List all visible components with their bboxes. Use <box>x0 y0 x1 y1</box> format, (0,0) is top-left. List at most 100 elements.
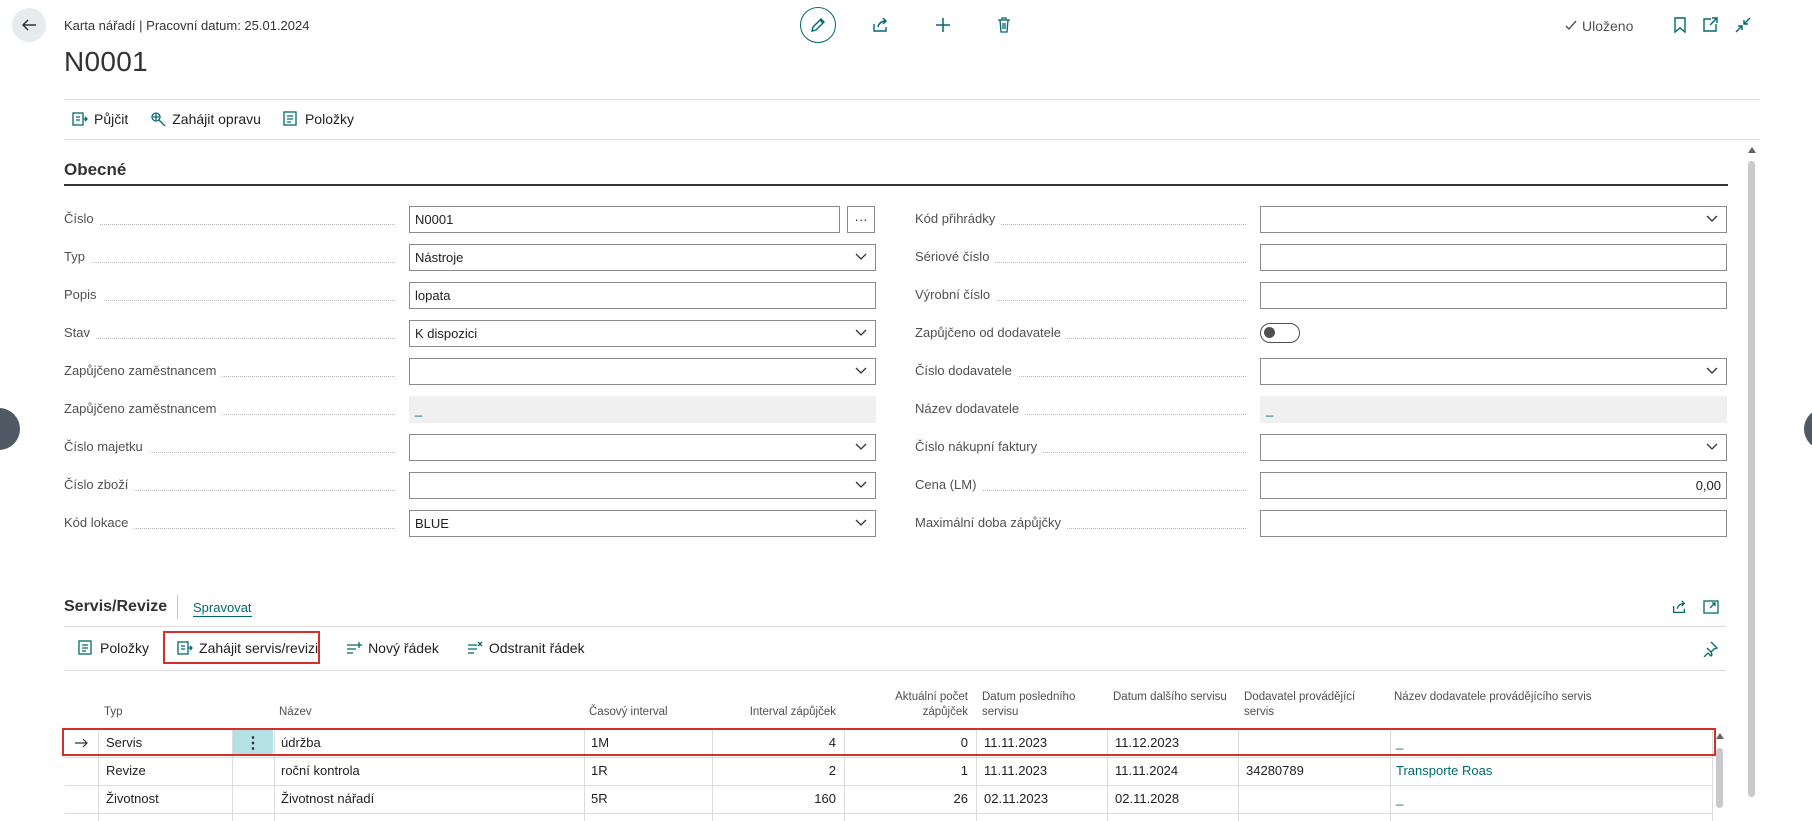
borrow-button[interactable]: Půjčit <box>72 111 128 127</box>
edit-button[interactable] <box>800 7 836 43</box>
column-header[interactable]: Aktuální počet zápůjček <box>895 691 968 718</box>
input-field: _ <box>409 396 876 423</box>
input-field[interactable]: 0,00 <box>1260 472 1727 499</box>
start-service-button[interactable]: Zahájit servis/revizi <box>177 640 318 656</box>
input-field[interactable]: N0001 <box>409 206 840 233</box>
scroll-up-arrow[interactable] <box>1748 147 1756 153</box>
row-menu-button[interactable]: ⋮ <box>233 730 273 756</box>
share-icon <box>1671 599 1687 615</box>
table-scroll-up-arrow[interactable] <box>1716 733 1724 739</box>
delete-button[interactable] <box>993 14 1015 36</box>
leader-dots <box>915 224 1246 225</box>
start-repair-button[interactable]: Zahájit opravu <box>150 111 261 127</box>
page-scrollbar[interactable] <box>1748 161 1755 797</box>
cell-vendor-name[interactable]: _ <box>1396 791 1404 806</box>
field-label: Název dodavatele <box>915 401 1026 416</box>
field-cislo: Číslo N0001 ··· <box>64 206 876 233</box>
cell-loan-interval: 2 <box>828 763 836 778</box>
input-field[interactable] <box>1260 244 1727 271</box>
field-value: BLUE <box>415 516 449 531</box>
select-field[interactable]: Nástroje <box>409 244 876 271</box>
column-header[interactable]: Název <box>279 706 312 718</box>
start-service-icon <box>177 640 193 656</box>
field-label: Číslo zboží <box>64 477 135 492</box>
field-value: K dispozici <box>415 326 478 341</box>
field-label: Popis <box>64 287 103 302</box>
input-field[interactable]: lopata <box>409 282 876 309</box>
table-scrollbar[interactable] <box>1716 748 1723 808</box>
field-nazev-dodavatele: Název dodavatele _ <box>915 396 1727 423</box>
cell-loan-count: 1 <box>960 763 968 778</box>
field-zapujceno-zamestnancem: Zapůjčeno zaměstnancem <box>64 358 876 385</box>
prev-record-button[interactable] <box>0 408 20 450</box>
collapse-icon <box>1734 16 1752 34</box>
delete-line-button[interactable]: Odstranit řádek <box>467 640 585 656</box>
collapse-button[interactable] <box>1732 14 1754 36</box>
cell-last: 11.11.2023 <box>984 763 1048 778</box>
part-entries-button[interactable]: Položky <box>78 640 149 656</box>
borrow-icon <box>72 111 88 127</box>
next-record-button[interactable] <box>1804 408 1812 450</box>
column-header[interactable]: Název dodavatele provádějícího servis <box>1394 691 1592 703</box>
save-status: Uloženo <box>1564 18 1633 34</box>
bookmark-button[interactable] <box>1669 14 1691 36</box>
input-field: _ <box>1260 396 1727 423</box>
field-label: Cena (LM) <box>915 477 983 492</box>
leader-dots <box>915 338 1246 339</box>
entries-button[interactable]: Položky <box>283 111 354 127</box>
field-value: N0001 <box>415 212 454 227</box>
checkmark-icon <box>1564 19 1578 33</box>
open-new-window-button[interactable] <box>1699 14 1721 36</box>
select-field[interactable] <box>1260 358 1727 385</box>
highlight-selected-row <box>62 728 1716 756</box>
column-header[interactable]: Datum posledního servisu <box>982 691 1076 718</box>
chevron-down-icon <box>855 367 867 375</box>
tab-manage[interactable]: Spravovat <box>193 600 252 617</box>
input-field[interactable] <box>1260 282 1727 309</box>
new-line-button[interactable]: Nový řádek <box>346 640 439 656</box>
select-field[interactable] <box>1260 434 1727 461</box>
field-label: Zapůjčeno zaměstnancem <box>64 401 223 416</box>
cell-vendor: 34280789 <box>1246 763 1304 778</box>
actionbar-divider <box>64 139 1760 140</box>
field-value: _ <box>1266 402 1274 417</box>
column-header[interactable]: Dodavatel provádějící servis <box>1244 691 1356 718</box>
cell-next: 11.12.2023 <box>1115 735 1180 750</box>
column-header[interactable]: Typ <box>104 706 123 718</box>
assist-edit-button[interactable]: ··· <box>847 206 875 233</box>
select-field[interactable] <box>409 472 876 499</box>
field-label: Kód přihrádky <box>915 211 1002 226</box>
select-field[interactable]: K dispozici <box>409 320 876 347</box>
field-vyrobni-cislo: Výrobní číslo <box>915 282 1727 309</box>
input-field[interactable] <box>1260 510 1727 537</box>
cell-vendor-name[interactable]: _ <box>1396 735 1404 750</box>
leader-dots <box>64 376 395 377</box>
cell-vendor-name[interactable]: Transporte Roas <box>1396 763 1493 778</box>
field-label: Maximální doba zápůjčky <box>915 515 1067 530</box>
leader-dots <box>915 414 1246 415</box>
column-header[interactable]: Časový interval <box>589 706 668 718</box>
part-action-bar: Položky Zahájit servis/revizi Nový řádek… <box>78 640 585 656</box>
share-button[interactable] <box>869 14 891 36</box>
expand-icon <box>1703 599 1719 615</box>
column-header[interactable]: Datum dalšího servisu <box>1113 691 1227 703</box>
toggle-switch[interactable] <box>1260 323 1300 343</box>
ellipsis-icon: ··· <box>854 212 868 227</box>
select-field[interactable] <box>409 434 876 461</box>
breadcrumb: Karta nářadí | Pracovní datum: 25.01.202… <box>64 18 310 33</box>
back-button[interactable] <box>12 8 46 42</box>
header-divider <box>64 99 1760 100</box>
bookmark-icon <box>1672 16 1688 34</box>
new-button[interactable] <box>932 14 954 36</box>
part-share-button[interactable] <box>1668 596 1690 618</box>
select-field[interactable]: BLUE <box>409 510 876 537</box>
part-expand-button[interactable] <box>1700 596 1722 618</box>
pin-button[interactable] <box>1699 638 1721 660</box>
field-label: Zapůjčeno od dodavatele <box>915 325 1068 340</box>
select-field[interactable] <box>409 358 876 385</box>
column-divider <box>1238 729 1239 821</box>
column-header[interactable]: Interval zápůjček <box>749 706 836 718</box>
select-field[interactable] <box>1260 206 1727 233</box>
column-divider <box>98 729 99 821</box>
part-header-divider <box>64 626 1726 627</box>
